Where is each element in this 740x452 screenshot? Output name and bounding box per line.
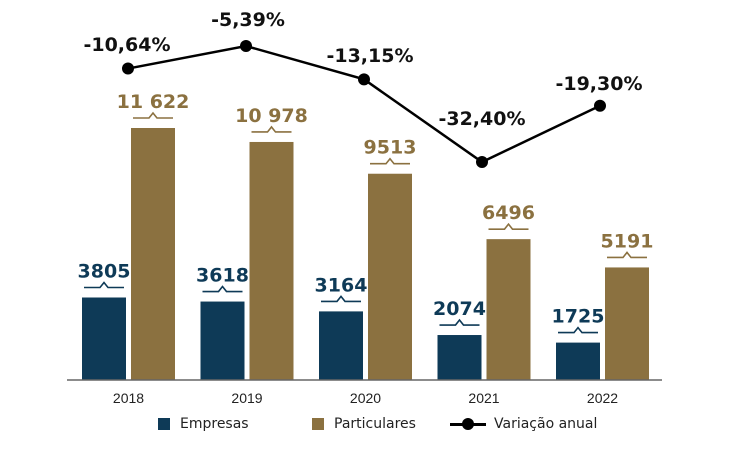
bar-particulares-2018 [131,128,175,380]
legend: Empresas Particulares Variação anual [0,413,740,435]
bar-empresas-2021 [437,335,482,380]
bars-group: 3805 11 622 3618 10 978 3164 9513 2074 6496 1725… [78,91,654,380]
legend-line-marker-icon [450,418,486,430]
bar-empresas-2020 [319,311,363,380]
data-label-empresas-2022: 1725 [552,306,605,328]
data-label-particulares-2020: 9513 [364,137,417,159]
bar-empresas-2018 [82,297,126,380]
data-label-empresas-2020: 3164 [315,274,368,296]
data-label-empresas-2018: 3805 [78,260,131,282]
legend-swatch-empresas [158,418,170,430]
data-label-particulares-2021: 6496 [482,202,535,224]
bracket-empresas-2022 [558,326,598,334]
variation-point-2018 [122,62,134,75]
variation-label-2018: -10,64% [83,34,170,56]
data-label-particulares-2019: 10 978 [235,105,308,127]
bar-empresas-2019 [200,301,245,380]
legend-item-particulares: Particulares [312,413,416,435]
bar-particulares-2021 [486,239,531,380]
x-tick-label-2020: 2020 [350,390,381,406]
variation-label-2021: -32,40% [438,108,525,130]
legend-label-particulares: Particulares [334,416,416,432]
bracket-empresas-2021 [439,318,480,326]
bracket-particulares-2019 [251,125,292,133]
x-tick-label-2022: 2022 [587,390,618,406]
data-label-empresas-2021: 2074 [433,298,486,320]
x-tick-label-2018: 2018 [113,390,144,406]
variation-point-2020 [358,73,370,86]
legend-label-empresas: Empresas [180,416,249,432]
x-tick-label-2021: 2021 [468,390,499,406]
bracket-particulares-2020 [370,157,410,165]
bracket-empresas-2020 [321,295,361,303]
variation-label-2020: -13,15% [326,45,413,67]
legend-item-empresas: Empresas [158,413,249,435]
legend-label-variacao-anual: Variação anual [494,416,598,432]
bar-empresas-2022 [556,342,600,380]
data-label-particulares-2022: 5191 [601,230,654,252]
x-tick-label-2019: 2019 [231,390,262,406]
bar-particulares-2019 [249,141,294,380]
bracket-particulares-2018 [133,111,173,119]
variation-point-2022 [594,99,606,112]
bar-particulares-2020 [368,173,412,380]
variation-line-group: -10,64% -5,39% -13,15% -32,40% -19,30% [83,9,643,168]
x-axis-ticks: 2018 2019 2020 2021 2022 [113,390,618,406]
variation-point-2021 [476,156,488,168]
data-label-particulares-2018: 11 622 [117,91,190,113]
legend-swatch-particulares [312,418,324,430]
bar-particulares-2022 [605,267,649,380]
bracket-particulares-2022 [607,251,647,259]
legend-item-variacao-anual: Variação anual [450,413,597,435]
variation-point-2019 [240,40,252,52]
bracket-empresas-2018 [84,281,124,289]
bracket-particulares-2021 [488,222,529,230]
variation-label-2022: -19,30% [555,73,642,95]
variation-label-2019: -5,39% [211,9,285,31]
bracket-empresas-2019 [202,285,243,293]
data-label-empresas-2019: 3618 [196,265,249,287]
